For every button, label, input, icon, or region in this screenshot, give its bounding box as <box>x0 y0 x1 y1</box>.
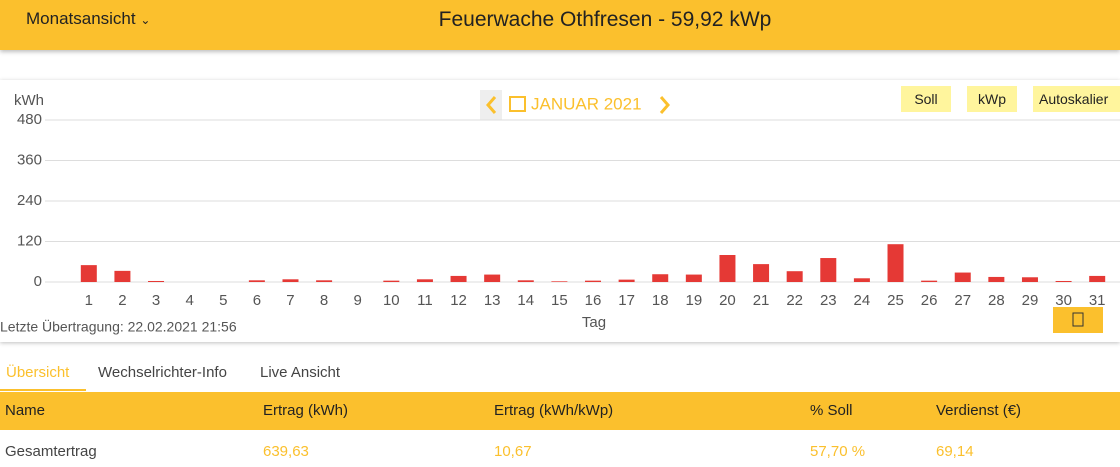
kwp-button[interactable]: kWp <box>967 86 1017 112</box>
bar <box>652 274 669 282</box>
column-header: Ertrag (kWh/kWp) <box>494 402 614 419</box>
x-tick-label: 15 <box>551 292 568 309</box>
period: JANUAR 2021 <box>531 94 642 113</box>
x-tick-label: 11 <box>417 292 433 309</box>
bar <box>316 280 333 282</box>
bar <box>80 265 97 282</box>
next-button[interactable] <box>659 96 670 114</box>
prev-button[interactable] <box>480 90 502 120</box>
column-header: % Soll <box>810 402 853 419</box>
last-transfer: Letzte Übertragung: 22.02.2021 21:56 <box>0 318 237 335</box>
bar <box>282 279 299 282</box>
bar <box>585 280 601 282</box>
x-tick-label: 30 <box>1055 292 1072 309</box>
calendar-icon <box>509 96 526 112</box>
x-tick-label: 22 <box>786 292 803 309</box>
x-tick-label: 24 <box>854 292 871 309</box>
export-icon <box>1072 312 1084 327</box>
x-tick-label: 23 <box>820 292 837 309</box>
x-tick-label: 1 <box>85 292 93 309</box>
title: Feuerwache Othfresen - 59,92 kWp <box>438 8 772 31</box>
x-tick-label: 21 <box>753 292 770 309</box>
x-tick-label: 18 <box>652 292 669 309</box>
x-tick-label: 12 <box>450 292 467 309</box>
bar <box>685 274 702 282</box>
x-tick-label: 29 <box>1022 292 1039 309</box>
y-tick-label: 120 <box>17 232 42 249</box>
x-tick-label: 27 <box>954 292 971 309</box>
export-button[interactable] <box>1053 307 1103 333</box>
x-tick-label: 4 <box>185 292 193 309</box>
table-cell: 639,63 <box>263 443 309 460</box>
bar <box>618 279 635 282</box>
bar <box>383 280 400 282</box>
bar <box>416 279 433 282</box>
y-tick-label: 360 <box>17 151 42 168</box>
x-tick-label: 14 <box>517 292 534 309</box>
chart-card <box>0 80 1120 342</box>
x-tick-label: 13 <box>484 292 501 309</box>
chart: JANUAR 2021 kWh Tag Letzte Übertragung: … <box>0 90 1120 335</box>
y-axis-label: kWh <box>14 92 44 109</box>
table-cell: Gesamtertrag <box>5 443 97 460</box>
table-cell: 69,14 <box>936 443 974 460</box>
y-tick-label: 240 <box>17 192 42 209</box>
bar <box>1021 277 1038 282</box>
tab[interactable]: Wechselrichter-Info <box>98 364 227 381</box>
x-tick-label: 8 <box>320 292 328 309</box>
prev-icon <box>486 96 497 114</box>
y-tick-label: 0 <box>34 273 42 290</box>
autoscale-button[interactable]: Autoskalier <box>1033 86 1120 112</box>
x-tick-label: 31 <box>1089 292 1106 309</box>
bar <box>148 280 165 282</box>
x-tick-label: 25 <box>887 292 904 309</box>
x-tick-label: 7 <box>286 292 294 309</box>
table-header <box>0 392 1120 430</box>
soll-button[interactable]: Soll <box>901 86 951 112</box>
column-header: Ertrag (kWh) <box>263 402 349 419</box>
x-tick-label: 3 <box>152 292 160 309</box>
x-tick-label: 5 <box>219 292 227 309</box>
x-tick-label: 10 <box>383 292 400 309</box>
bar <box>551 281 568 282</box>
bar <box>988 276 1005 282</box>
x-tick-label: 20 <box>719 292 736 309</box>
x-tick-label: 9 <box>354 292 362 309</box>
bar <box>114 270 131 282</box>
column-header: Verdienst (€) <box>936 402 1022 419</box>
x-tick-label: 26 <box>921 292 938 309</box>
bar <box>753 264 770 282</box>
table-cell: 10,67 <box>494 443 532 460</box>
tab[interactable]: Live Ansicht <box>260 364 341 381</box>
bar <box>786 271 803 282</box>
y-tick-label: 480 <box>17 111 42 128</box>
x-axis-label: Tag <box>582 314 606 331</box>
view-label[interactable]: Monatsansicht <box>26 9 136 28</box>
header: Monatsansicht ⌄ Feuerwache Othfresen - 5… <box>0 0 1120 50</box>
bar <box>1055 280 1072 282</box>
x-tick-label: 19 <box>685 292 702 309</box>
bar <box>484 274 501 282</box>
bar <box>820 258 837 282</box>
table-cell: 57,70 % <box>810 443 866 460</box>
bar <box>921 280 938 282</box>
bar <box>1089 275 1106 282</box>
bar <box>450 275 467 282</box>
x-tick-label: 2 <box>118 292 126 309</box>
bar <box>954 272 971 282</box>
column-header: Name <box>5 402 46 419</box>
bar <box>248 280 265 282</box>
tab-indicator <box>0 389 86 391</box>
bar <box>517 280 534 282</box>
tab[interactable]: Übersicht <box>6 364 70 381</box>
x-tick-label: 16 <box>585 292 602 309</box>
bar <box>887 244 904 282</box>
bar <box>719 255 736 282</box>
view-select[interactable]: Monatsansicht ⌄ <box>26 9 151 28</box>
x-tick-label: 17 <box>618 292 635 309</box>
bar <box>853 278 870 282</box>
x-tick-label: 6 <box>253 292 261 309</box>
x-tick-label: 28 <box>988 292 1005 309</box>
